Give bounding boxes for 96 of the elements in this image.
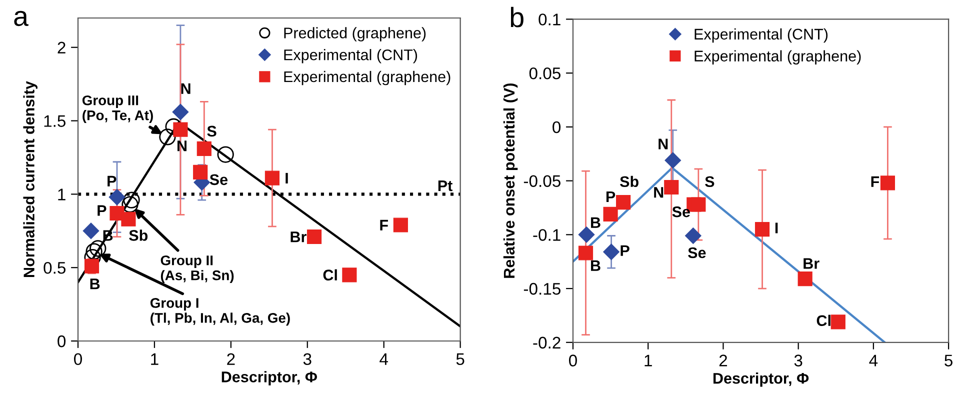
legend-label: Predicted (graphene)	[284, 27, 426, 42]
annotation: P	[620, 245, 630, 256]
point	[616, 195, 631, 210]
y-tick-label: 0	[58, 335, 66, 348]
x-tick-label: 0	[74, 353, 82, 366]
x-tick-label: 1	[151, 353, 158, 365]
point	[393, 218, 408, 232]
x-tick-label: 4	[380, 353, 388, 365]
annotation: I	[775, 222, 778, 234]
x-tick-label: 2	[227, 353, 235, 365]
point	[82, 222, 100, 240]
chart-title: b	[510, 6, 524, 28]
annotation: B	[591, 217, 600, 228]
point	[193, 164, 208, 180]
point	[84, 258, 100, 274]
x-axis-title: Descriptor, Φ	[222, 371, 317, 386]
point	[578, 226, 595, 243]
point	[173, 122, 188, 137]
annotation: P	[606, 191, 616, 202]
y-tick-label: -0.05	[524, 175, 560, 188]
annotation: Br	[804, 258, 820, 269]
y-tick-label: -0.2	[533, 336, 560, 349]
annotation: S	[207, 126, 216, 137]
x-tick-label: 1	[644, 354, 652, 366]
legend-label: Experimental (CNT)	[284, 49, 418, 64]
annotation: Group III (Po, Te, At)	[82, 95, 153, 123]
annotation: Se	[672, 206, 690, 218]
y-tick-label: -0.1	[533, 229, 560, 241]
ref-line-label: Pt	[438, 180, 452, 192]
annotation: N	[658, 138, 668, 150]
point	[664, 180, 679, 195]
point	[306, 229, 322, 244]
annotation: Group II (As, Bi, Sn)	[160, 255, 234, 284]
annotation: N	[654, 187, 664, 198]
x-tick-label: 0	[569, 354, 577, 366]
point	[121, 212, 136, 226]
y-tick-label: 0	[552, 121, 561, 134]
annotation: F	[871, 176, 880, 187]
annotation: Sb	[620, 176, 638, 188]
point	[90, 240, 106, 257]
point	[122, 196, 138, 213]
point	[603, 206, 618, 222]
y-tick-label: 2	[58, 42, 66, 54]
annotation: Group I (Tl, Pb, In, Al, Ga, Ge)	[150, 298, 290, 326]
point	[880, 176, 896, 190]
x-axis-title: Descriptor, Φ	[713, 372, 809, 387]
point	[123, 192, 140, 208]
legend-label: Experimental (graphene)	[284, 70, 450, 86]
point	[165, 118, 182, 135]
legend-label: Experimental (graphene)	[694, 50, 861, 64]
point	[217, 146, 234, 163]
annotation: F	[380, 220, 388, 230]
y-tick-label: 0.1	[538, 14, 560, 26]
x-tick-label: 3	[794, 354, 802, 366]
y-axis-title: Normalized current density	[23, 81, 38, 277]
point	[86, 243, 102, 260]
annotation: Cl	[323, 269, 337, 280]
point	[264, 170, 280, 186]
annotation: S	[705, 176, 714, 188]
x-tick-label: 2	[719, 354, 728, 366]
x-tick-label: 3	[303, 353, 312, 366]
annotation: P	[98, 205, 106, 216]
point	[830, 314, 846, 330]
y-tick-label: 1.5	[44, 115, 66, 127]
point	[798, 272, 812, 286]
point	[159, 128, 176, 146]
point	[578, 246, 594, 260]
y-tick-label: 0.5	[44, 262, 66, 274]
point	[754, 222, 770, 237]
x-tick-label: 5	[456, 353, 464, 366]
annotation: Se	[688, 247, 706, 258]
y-tick-label: -0.15	[524, 282, 560, 295]
annotation: Se	[210, 174, 228, 186]
point	[691, 197, 706, 212]
y-tick-label: 0.05	[529, 67, 560, 80]
point	[664, 152, 682, 169]
point	[603, 244, 620, 260]
point	[684, 228, 702, 244]
annotation: B	[591, 260, 600, 271]
y-axis-title: Relative onset potential (V)	[503, 84, 518, 278]
point	[342, 268, 357, 282]
point	[196, 141, 212, 156]
annotation: Cl	[816, 314, 830, 326]
chart-title: a	[14, 10, 28, 26]
x-tick-label: 4	[869, 354, 878, 366]
annotation: B	[90, 278, 100, 290]
point	[108, 188, 126, 206]
annotation: P	[108, 176, 116, 186]
x-tick-label: 5	[944, 354, 952, 366]
legend-label: Experimental (CNT)	[694, 28, 828, 43]
annotation: I	[286, 172, 288, 184]
annotation: Sb	[129, 230, 148, 241]
annotation: N	[181, 83, 190, 94]
y-tick-label: 1	[58, 188, 66, 200]
annotation: Br	[290, 232, 306, 242]
point	[172, 104, 189, 120]
